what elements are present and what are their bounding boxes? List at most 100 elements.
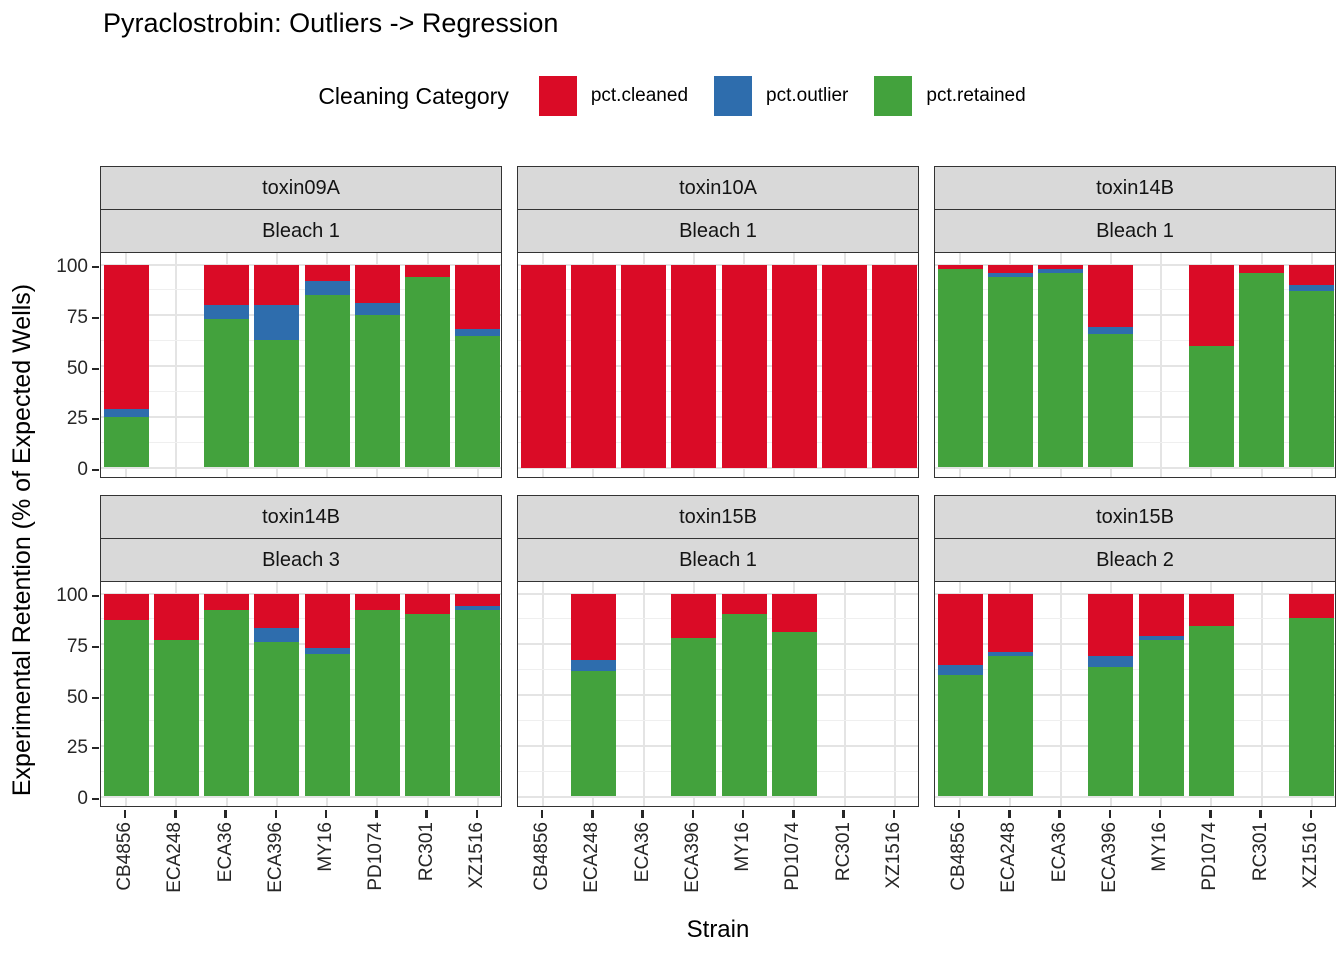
bar-segment-pct-outlier bbox=[254, 628, 300, 643]
gridline-minor bbox=[518, 340, 918, 342]
bar-segment-pct-cleaned bbox=[621, 264, 667, 468]
x-tick-mark bbox=[591, 810, 594, 818]
x-tick-mark bbox=[641, 810, 644, 818]
bar-segment-pct-cleaned bbox=[1138, 593, 1184, 637]
bar-segment-pct-cleaned bbox=[354, 593, 400, 610]
bar-segment-pct-outlier bbox=[1289, 284, 1335, 291]
stacked-bar-RC301 bbox=[822, 264, 868, 468]
x-tick-mark bbox=[324, 810, 328, 818]
facet-strip-bleach-label: Bleach 3 bbox=[262, 548, 340, 571]
bar-segment-pct-retained bbox=[1138, 640, 1184, 797]
legend-item-pct-cleaned: pct.cleaned bbox=[538, 76, 689, 116]
bar-segment-pct-cleaned bbox=[455, 593, 501, 606]
bar-segment-pct-cleaned bbox=[570, 593, 616, 661]
stacked-bar-XZ1516 bbox=[455, 264, 501, 468]
stacked-bar-XZ1516 bbox=[872, 264, 918, 468]
bar-segment-pct-outlier bbox=[204, 305, 250, 320]
x-tick-mark bbox=[1058, 810, 1061, 818]
bar-segment-pct-outlier bbox=[254, 305, 300, 340]
bar-segment-pct-outlier bbox=[354, 303, 400, 316]
stacked-bar-ECA396 bbox=[254, 593, 300, 797]
x-tick-mark bbox=[691, 810, 695, 818]
gridline-major bbox=[518, 263, 918, 266]
facet-strip-bleach: Bleach 2 bbox=[934, 538, 1336, 582]
legend-item-pct-outlier: pct.outlier bbox=[714, 76, 848, 116]
y-tick-mark bbox=[92, 367, 99, 370]
plot-panel bbox=[517, 581, 919, 807]
y-tick-label: 50 bbox=[66, 686, 88, 708]
gridline-minor bbox=[935, 289, 1335, 291]
stacked-bar-ECA36 bbox=[1038, 264, 1084, 468]
bar-segment-pct-cleaned bbox=[103, 593, 149, 620]
bar-segment-pct-cleaned bbox=[1289, 264, 1335, 285]
facet-strip-toxin: toxin15B bbox=[934, 495, 1336, 539]
x-tick-mark bbox=[475, 810, 479, 818]
bar-segment-pct-outlier bbox=[304, 280, 350, 295]
gridline-major bbox=[101, 263, 501, 266]
bar-segment-pct-outlier bbox=[1088, 327, 1134, 334]
y-tick-mark bbox=[92, 469, 99, 471]
facet-strip-toxin-label: toxin14B bbox=[262, 505, 340, 528]
legend-label-pct-cleaned: pct.cleaned bbox=[590, 85, 689, 106]
gridline-minor bbox=[935, 618, 1335, 620]
x-tick-mark bbox=[1008, 810, 1011, 818]
bar-segment-pct-outlier bbox=[987, 272, 1033, 277]
bar-segment-pct-cleaned bbox=[937, 264, 983, 269]
facet-strip-bleach: Bleach 1 bbox=[517, 538, 919, 582]
x-tick-label-CB4856: CB4856 bbox=[948, 822, 970, 891]
gridline-minor bbox=[518, 618, 918, 620]
x-tick-mark bbox=[224, 810, 227, 818]
gridline-minor bbox=[101, 669, 501, 671]
plot-panel bbox=[100, 252, 502, 478]
x-tick-mark bbox=[1209, 810, 1212, 818]
gridline-major bbox=[518, 466, 918, 469]
legend-label-pct-retained: pct.retained bbox=[926, 85, 1026, 106]
bar-segment-pct-retained bbox=[204, 609, 250, 797]
facet-toxin14B-bleach1: toxin14B Bleach 1 bbox=[934, 166, 1336, 478]
x-tick-mark bbox=[540, 810, 544, 818]
x-tick-mark bbox=[1259, 810, 1262, 818]
gridline-major bbox=[935, 365, 1335, 367]
stacked-bar-RC301 bbox=[405, 593, 451, 797]
y-axis-row-1: 100 75 50 25 0 bbox=[0, 254, 100, 480]
y-tick-label: 25 bbox=[66, 737, 88, 759]
bar-segment-pct-cleaned bbox=[872, 264, 918, 468]
x-tick-label-RC301: RC301 bbox=[415, 822, 437, 882]
gridline-major bbox=[101, 643, 501, 646]
facet-strip-bleach: Bleach 1 bbox=[100, 209, 502, 253]
bar-segment-pct-retained bbox=[304, 654, 350, 797]
bar-segment-pct-retained bbox=[721, 613, 767, 797]
bar-segment-pct-cleaned bbox=[153, 593, 199, 641]
stacked-bar-CB4856 bbox=[103, 264, 149, 468]
y-tick-mark bbox=[92, 266, 99, 268]
facet-strip-toxin-label: toxin15B bbox=[679, 505, 757, 528]
bar-segment-pct-outlier bbox=[103, 408, 149, 417]
bar-segment-pct-cleaned bbox=[987, 593, 1033, 653]
stacked-bar-ECA248 bbox=[987, 593, 1033, 797]
bar-segment-pct-cleaned bbox=[1289, 593, 1335, 618]
x-tick-label-RC301: RC301 bbox=[1249, 822, 1271, 882]
bar-segment-pct-retained bbox=[103, 619, 149, 797]
bar-segment-pct-cleaned bbox=[103, 264, 149, 409]
x-axis-title: Strain bbox=[686, 916, 750, 943]
y-tick-mark bbox=[92, 418, 99, 421]
bar-segment-pct-outlier bbox=[455, 329, 501, 336]
y-tick-label: 75 bbox=[66, 306, 88, 328]
bar-segment-pct-cleaned bbox=[204, 264, 250, 306]
gridline-major bbox=[935, 466, 1335, 469]
bar-segment-pct-retained bbox=[987, 276, 1033, 468]
bar-segment-pct-cleaned bbox=[771, 264, 817, 468]
gridline-major bbox=[101, 592, 501, 595]
bar-segment-pct-retained bbox=[354, 315, 400, 468]
stacked-bar-MY16 bbox=[304, 264, 350, 468]
gridline-major bbox=[935, 592, 1335, 595]
x-tick-mark bbox=[892, 810, 896, 818]
facet-toxin15B-bleach1: toxin15B Bleach 1 bbox=[517, 495, 919, 807]
gridline-major bbox=[935, 744, 1335, 747]
bar-segment-pct-cleaned bbox=[1239, 264, 1285, 273]
y-tick-label: 100 bbox=[56, 256, 88, 277]
facet-toxin14B-bleach3: toxin14B Bleach 3 bbox=[100, 495, 502, 807]
bar-segment-pct-retained bbox=[1038, 272, 1084, 468]
y-tick-mark bbox=[92, 696, 99, 699]
